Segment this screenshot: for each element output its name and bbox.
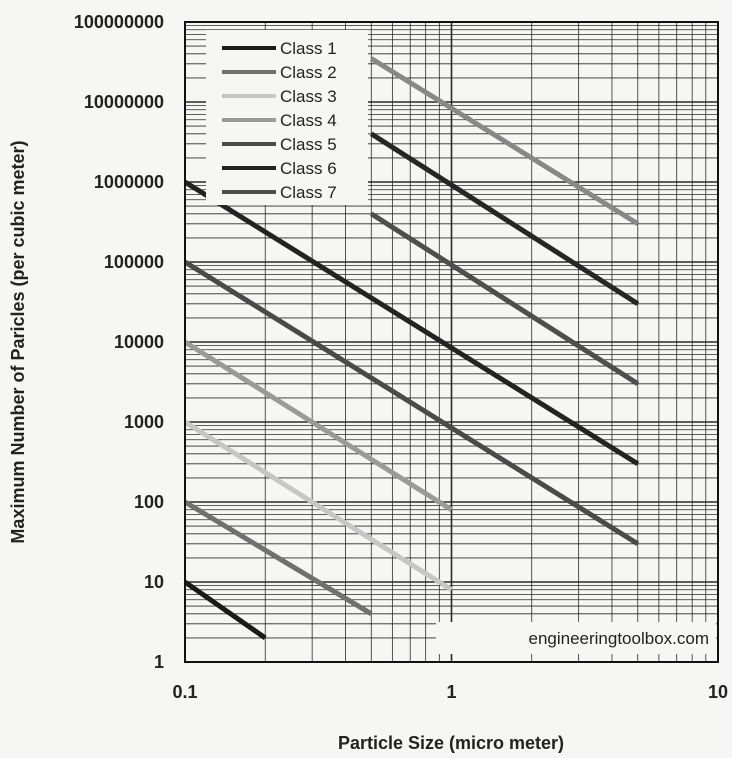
legend-label: Class 3 <box>280 87 337 106</box>
x-axis-title: Particle Size (micro meter) <box>338 733 564 753</box>
x-tick-label: 10 <box>708 682 728 702</box>
legend-label: Class 2 <box>280 63 337 82</box>
y-tick-labels: 1 10 100 1000 10000 100000 1000000 10000000 1000… <box>74 12 164 672</box>
watermark-text: engineeringtoolbox.com <box>528 629 709 648</box>
y-tick-label: 10 <box>144 572 164 592</box>
series-line-6 <box>183 179 640 466</box>
y-tick-label: 100 <box>134 492 164 512</box>
y-axis-title: Maximum Number of Paricles (per cubic me… <box>8 140 28 543</box>
series-line-1 <box>183 579 267 640</box>
y-tick-label: 100000 <box>104 252 164 272</box>
series-line-3 <box>183 419 453 592</box>
series-layer <box>183 56 640 640</box>
series-line-8 <box>369 131 640 306</box>
x-tick-label: 0.1 <box>172 682 197 702</box>
legend-label: Class 4 <box>280 111 337 130</box>
legend-label: Class 5 <box>280 135 337 154</box>
series-line-5 <box>183 259 640 546</box>
series-line-4 <box>183 339 453 512</box>
y-tick-label: 1000000 <box>94 172 164 192</box>
x-tick-labels: 0.1 1 10 <box>172 682 728 702</box>
y-tick-label: 10000000 <box>84 92 164 112</box>
y-tick-label: 1000 <box>124 412 164 432</box>
watermark: engineeringtoolbox.com <box>436 622 716 654</box>
legend-label: Class 6 <box>280 159 337 178</box>
series-line-9 <box>369 56 640 226</box>
y-tick-label: 1 <box>154 652 164 672</box>
plot-frame <box>184 21 719 663</box>
legend-label: Class 1 <box>280 39 337 58</box>
y-tick-label: 100000000 <box>74 12 164 32</box>
legend-box <box>206 30 368 205</box>
y-tick-label: 10000 <box>114 332 164 352</box>
x-tick-label: 1 <box>446 682 456 702</box>
series-line-7 <box>369 211 640 386</box>
legend-label: Class 7 <box>280 183 337 202</box>
series-line-2 <box>183 499 373 616</box>
legend: Class 1 Class 2 Class 3 Class 4 Class 5 Class… <box>206 30 368 205</box>
watermark-bg <box>436 622 716 654</box>
